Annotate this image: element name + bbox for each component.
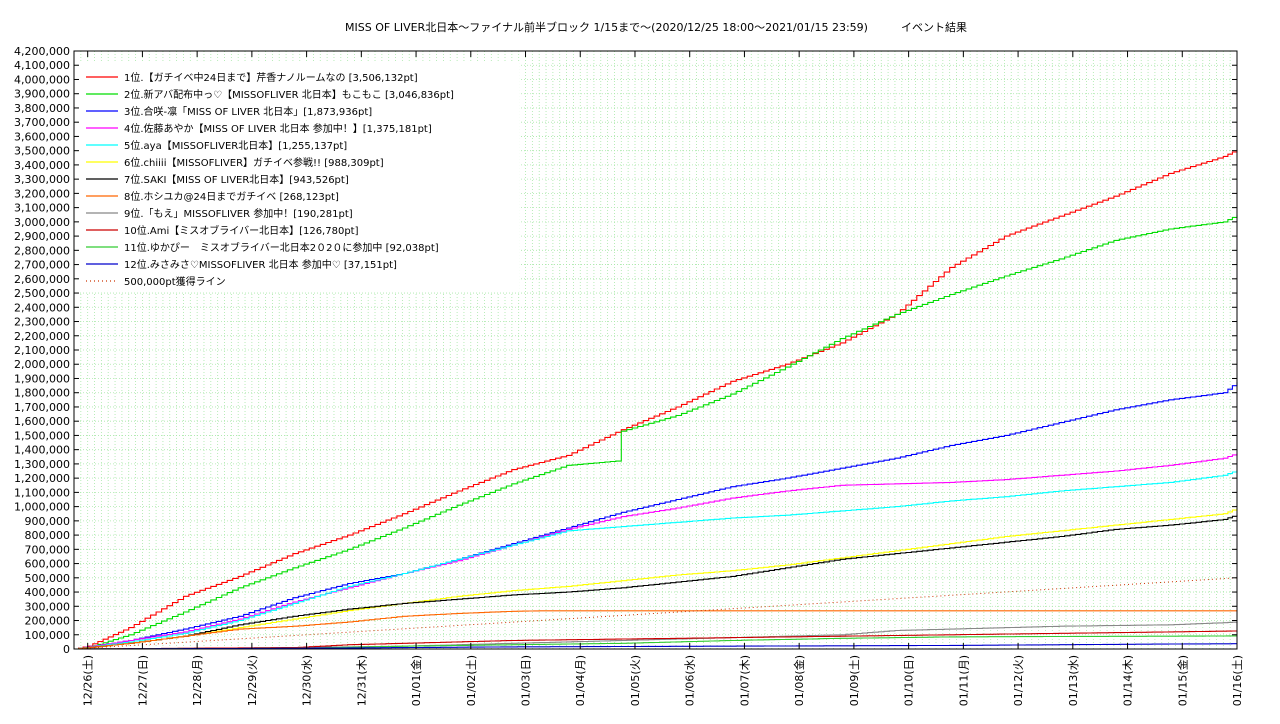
y-tick-label: 3,400,000 (14, 159, 70, 172)
y-tick-label: 1,400,000 (14, 444, 70, 457)
series-line-1 (74, 149, 1238, 650)
series-lines (73, 149, 1238, 650)
x-tick-label: 01/08(金) (792, 655, 806, 706)
y-tick-label: 1,800,000 (14, 387, 70, 400)
x-tick-label: 12/26(土) (82, 655, 95, 706)
y-tick-label: 0 (63, 643, 70, 656)
x-tick-label: 01/11(月) (957, 655, 970, 706)
y-tick-label: 4,000,000 (14, 73, 70, 86)
y-tick-label: 3,700,000 (14, 116, 70, 129)
legend: 1位.【ガチイベ中24日まで】芹香ナノルームなの [3,506,132pt] 2位… (79, 62, 519, 292)
x-tick-label: 01/15(金) (1175, 655, 1189, 706)
x-tick-label: 01/03(日) (520, 655, 533, 706)
y-tick-label: 2,600,000 (14, 273, 70, 286)
y-tick-label: 1,700,000 (14, 401, 70, 414)
x-tick-label: 12/29(火) (246, 655, 259, 706)
legend-entry-6: 6位.chiiii【MISSOFLIVER】ガチイベ参戦!! [988,309p… (124, 156, 384, 169)
y-tick-label: 300,000 (25, 600, 71, 613)
x-tick-label: 01/04(月) (574, 655, 587, 706)
x-tick-label: 01/12(火) (1012, 655, 1025, 706)
y-tick-label: 3,500,000 (14, 145, 70, 158)
chart-title: MISS OF LIVER北日本〜ファイナル前半ブロック 1/15まで〜(202… (345, 20, 967, 34)
series-line-7 (74, 514, 1238, 650)
legend-entry-1: 1位.【ガチイベ中24日まで】芹香ナノルームなの [3,506,132pt] (124, 71, 418, 84)
y-tick-label: 3,100,000 (14, 202, 70, 215)
y-tick-label: 2,000,000 (14, 358, 70, 371)
y-tick-label: 3,000,000 (14, 216, 70, 229)
legend-entry-4: 4位.佐藤あやか【MISS OF LIVER 北日本 参加中！】[1,375,1… (124, 122, 432, 135)
x-tick-label: 01/05(火) (629, 655, 642, 706)
x-tick-label: 01/10(日) (903, 655, 916, 706)
series-line-12 (74, 643, 1237, 650)
series-line-8 (74, 610, 1237, 650)
y-tick-label: 500,000 (25, 572, 71, 585)
y-tick-label: 800,000 (25, 529, 71, 542)
series-line-5 (74, 470, 1238, 650)
y-tick-label: 200,000 (25, 615, 71, 628)
y-tick-label: 3,200,000 (14, 187, 70, 200)
y-tick-label: 700,000 (25, 543, 71, 556)
legend-entry-2: 2位.新アバ配布中っ♡【MISSOFLIVER 北日本】もこもこ [3,046,… (124, 88, 454, 101)
y-tick-label: 2,300,000 (14, 316, 70, 329)
series-line-11 (74, 635, 1237, 650)
x-tick-label: 01/02(土) (465, 655, 478, 706)
x-tick-label: 01/09(土) (848, 655, 861, 706)
x-tick-label: 01/07(木) (738, 655, 751, 706)
y-tick-label: 2,900,000 (14, 230, 70, 243)
legend-entry-8: 8位.ホシユカ@24日までガチイベ [268,123pt] (124, 190, 339, 203)
y-tick-label: 3,800,000 (14, 102, 70, 115)
x-tick-label: 01/16(土) (1231, 655, 1244, 706)
y-tick-label: 100,000 (25, 629, 71, 642)
legend-entry-10: 10位.Ami【ミスオブライバー北日本】[126,780pt] (124, 224, 359, 237)
y-tick-label: 1,100,000 (14, 486, 70, 499)
series-line-10 (74, 630, 1238, 650)
y-tick-label: 4,200,000 (14, 45, 70, 58)
x-tick-label: 12/31(木) (355, 655, 368, 706)
x-tick-label: 12/28(月) (191, 655, 204, 706)
y-tick-label: 1,200,000 (14, 472, 70, 485)
legend-entry-7: 7位.SAKI【MISS OF LIVER北日本】[943,526pt] (124, 173, 349, 186)
grid (74, 51, 1237, 649)
x-axis: 12/26(土) 12/27(日) 12/28(月) 12/29(火) 12/30(水)… (82, 51, 1244, 706)
series-line-6 (74, 508, 1238, 650)
series-line-3 (74, 382, 1238, 650)
y-tick-label: 400,000 (25, 586, 71, 599)
legend-entry-12: 12位.みさみさ♡MISSOFLIVER 北日本 参加中♡ [37,151pt] (124, 258, 397, 271)
y-tick-label: 600,000 (25, 558, 71, 571)
y-tick-label: 1,500,000 (14, 429, 70, 442)
y-tick-label: 3,600,000 (14, 130, 70, 143)
y-tick-label: 2,100,000 (14, 344, 70, 357)
legend-box (79, 62, 519, 292)
legend-entry-9: 9位.「もえ」MISSOFLIVER 参加中！[190,281pt] (124, 207, 353, 220)
y-tick-label: 900,000 (25, 515, 71, 528)
y-tick-label: 2,200,000 (14, 330, 70, 343)
y-tick-label: 2,500,000 (14, 287, 70, 300)
x-tick-label: 12/27(日) (136, 655, 149, 706)
series-line-4 (74, 453, 1238, 650)
x-tick-label: 12/30(水) (301, 655, 314, 706)
x-tick-label: 01/01(金) (409, 655, 423, 706)
y-tick-label: 3,300,000 (14, 173, 70, 186)
y-tick-label: 1,600,000 (14, 415, 70, 428)
series-line-2 (74, 215, 1238, 650)
y-tick-label: 2,700,000 (14, 259, 70, 272)
legend-entry-13: 500,000pt獲得ライン (124, 275, 226, 288)
x-tick-label: 01/06(水) (684, 655, 697, 706)
legend-entry-5: 5位.aya【MISSOFLIVER北日本】[1,255,137pt] (124, 139, 347, 152)
y-tick-label: 1,900,000 (14, 372, 70, 385)
y-tick-label: 3,900,000 (14, 88, 70, 101)
y-tick-label: 2,400,000 (14, 301, 70, 314)
y-tick-label: 2,800,000 (14, 244, 70, 257)
x-tick-label: 01/14(木) (1122, 655, 1135, 706)
legend-entry-3: 3位.合咲-凛「MISS OF LIVER 北日本」[1,873,936pt] (124, 105, 372, 118)
y-tick-label: 1,000,000 (14, 501, 70, 514)
y-tick-label: 1,300,000 (14, 458, 70, 471)
y-tick-label: 4,100,000 (14, 59, 70, 72)
x-tick-label: 01/13(水) (1067, 655, 1080, 706)
legend-entry-11: 11位.ゆかぴー ミスオブライバー北日本2０2０に参加中 [92,038pt] (124, 241, 439, 254)
